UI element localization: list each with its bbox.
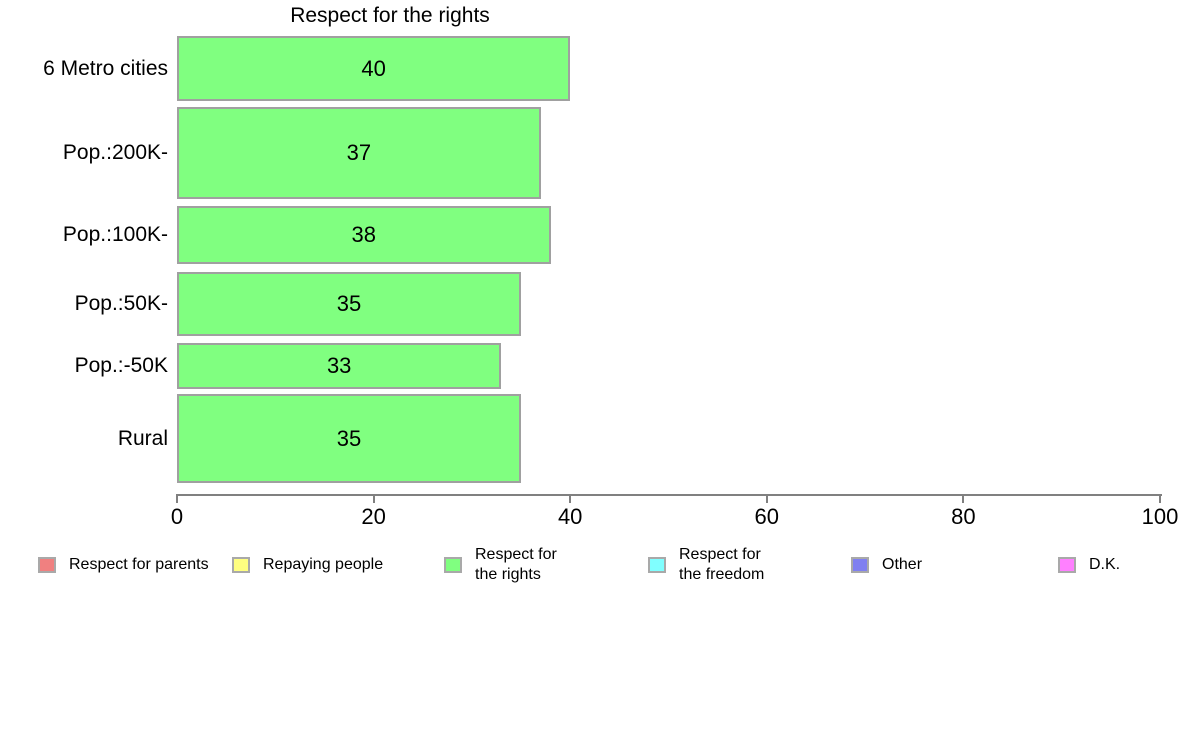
bar-value-label: 40 xyxy=(361,55,386,81)
bar: 37 xyxy=(177,107,541,199)
bar: 33 xyxy=(177,343,502,389)
category-label: Pop.:-50K xyxy=(74,354,168,377)
bar-value-label: 33 xyxy=(326,353,352,378)
bar-value-label: 38 xyxy=(351,222,376,247)
x-axis-tick xyxy=(176,494,178,503)
legend-swatch-icon xyxy=(38,557,56,573)
legend-item: D.K. xyxy=(1058,543,1120,587)
bar-value-label: 35 xyxy=(336,425,362,451)
legend-swatch-icon xyxy=(232,557,250,573)
x-axis-line xyxy=(177,494,1162,496)
x-axis-tick-label: 40 xyxy=(557,504,583,529)
bar: 40 xyxy=(177,36,571,101)
bar: 35 xyxy=(177,394,522,483)
legend-swatch-icon xyxy=(444,557,462,573)
chart-title: Respect for the rights xyxy=(290,4,490,27)
legend-item: Other xyxy=(851,543,922,587)
x-axis-tick-label: 60 xyxy=(754,504,780,529)
legend-swatch-icon xyxy=(1058,557,1076,573)
legend-label: D.K. xyxy=(1089,556,1121,573)
category-label: 6 Metro cities xyxy=(43,56,168,80)
legend-item: Respect for the rights xyxy=(444,543,557,587)
legend-label: Other xyxy=(882,556,923,573)
bar-value-label: 35 xyxy=(336,291,362,316)
legend-label: Repaying people xyxy=(263,556,384,573)
legend-label: Respect for parents xyxy=(69,556,209,573)
category-label: Rural xyxy=(117,426,168,450)
x-axis-tick xyxy=(1159,494,1161,503)
x-axis-tick xyxy=(765,494,768,503)
legend-label: Respect for the rights xyxy=(475,546,557,583)
x-axis-tick-label: 0 xyxy=(170,504,184,529)
category-label: Pop.:200K- xyxy=(62,141,168,164)
legend-swatch-icon xyxy=(648,557,666,573)
legend-item: Respect for parents xyxy=(38,543,209,587)
bar: 38 xyxy=(177,206,551,264)
x-axis-tick xyxy=(372,494,375,503)
bar: 35 xyxy=(177,272,522,336)
category-label: Pop.:100K- xyxy=(62,223,168,246)
legend-item: Repaying people xyxy=(232,543,383,587)
bar-value-label: 37 xyxy=(346,140,372,165)
x-axis-tick xyxy=(569,494,572,503)
x-axis-tick-label: 20 xyxy=(361,504,386,529)
x-axis-tick-label: 80 xyxy=(951,504,976,529)
category-label: Pop.:50K- xyxy=(74,292,168,315)
legend-label: Respect for the freedom xyxy=(679,546,765,583)
legend-item: Respect for the freedom xyxy=(648,543,764,587)
legend-swatch-icon xyxy=(851,557,869,573)
x-axis-tick-label: 100 xyxy=(1141,504,1179,529)
x-axis-tick xyxy=(962,494,965,503)
